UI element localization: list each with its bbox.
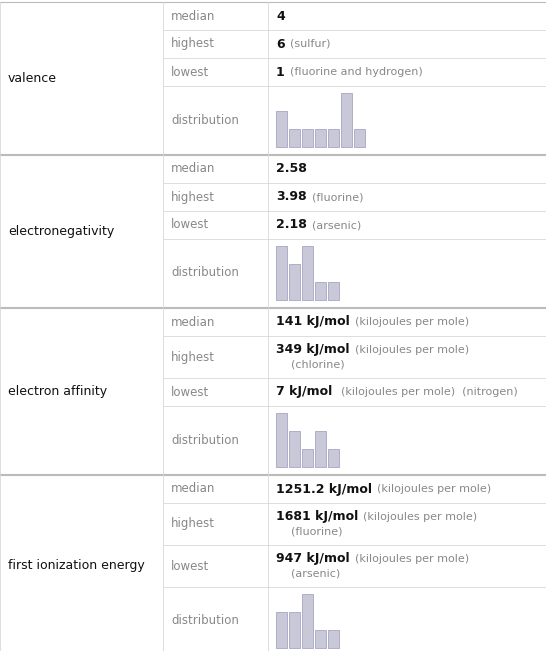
- Text: 3.98: 3.98: [276, 191, 307, 204]
- Text: (kilojoules per mole)  (nitrogen): (kilojoules per mole) (nitrogen): [334, 387, 518, 397]
- Bar: [276, 246, 287, 300]
- Bar: [341, 93, 352, 147]
- Bar: [276, 413, 287, 467]
- Text: median: median: [171, 316, 215, 329]
- Text: (kilojoules per mole): (kilojoules per mole): [348, 554, 470, 564]
- Text: (sulfur): (sulfur): [283, 39, 331, 49]
- Text: (fluorine and hydrogen): (fluorine and hydrogen): [283, 67, 423, 77]
- Text: median: median: [171, 10, 215, 23]
- Text: first ionization energy: first ionization energy: [8, 559, 145, 572]
- Text: lowest: lowest: [171, 385, 209, 398]
- Text: median: median: [171, 163, 215, 176]
- Text: distribution: distribution: [171, 615, 239, 628]
- Text: 2.58: 2.58: [276, 163, 307, 176]
- Text: lowest: lowest: [171, 66, 209, 79]
- Text: 2.18: 2.18: [276, 219, 307, 232]
- Text: lowest: lowest: [171, 559, 209, 572]
- Bar: [302, 594, 313, 648]
- Text: (fluorine): (fluorine): [305, 192, 364, 202]
- Text: highest: highest: [171, 350, 215, 363]
- Bar: [315, 630, 326, 648]
- Bar: [328, 449, 339, 467]
- Text: valence: valence: [8, 72, 57, 85]
- Bar: [276, 612, 287, 648]
- Bar: [289, 264, 300, 300]
- Text: (chlorine): (chlorine): [284, 359, 345, 370]
- Text: (arsenic): (arsenic): [305, 220, 361, 230]
- Text: 349 kJ/mol: 349 kJ/mol: [276, 343, 349, 356]
- Text: 7 kJ/mol: 7 kJ/mol: [276, 385, 333, 398]
- Text: electronegativity: electronegativity: [8, 225, 114, 238]
- Text: (kilojoules per mole): (kilojoules per mole): [370, 484, 491, 494]
- Text: (fluorine): (fluorine): [284, 527, 342, 536]
- Text: (kilojoules per mole): (kilojoules per mole): [348, 345, 470, 355]
- Bar: [315, 431, 326, 467]
- Text: distribution: distribution: [171, 266, 239, 279]
- Bar: [315, 129, 326, 147]
- Text: highest: highest: [171, 518, 215, 531]
- Text: (kilojoules per mole): (kilojoules per mole): [356, 512, 477, 522]
- Text: lowest: lowest: [171, 219, 209, 232]
- Text: 1681 kJ/mol: 1681 kJ/mol: [276, 510, 358, 523]
- Text: 1251.2 kJ/mol: 1251.2 kJ/mol: [276, 482, 372, 495]
- Text: 1: 1: [276, 66, 285, 79]
- Bar: [276, 111, 287, 147]
- Text: 6: 6: [276, 38, 284, 51]
- Bar: [302, 449, 313, 467]
- Bar: [328, 282, 339, 300]
- Bar: [328, 630, 339, 648]
- Text: 141 kJ/mol: 141 kJ/mol: [276, 316, 350, 329]
- Text: highest: highest: [171, 191, 215, 204]
- Text: median: median: [171, 482, 215, 495]
- Text: (arsenic): (arsenic): [284, 568, 340, 579]
- Bar: [302, 246, 313, 300]
- Bar: [328, 129, 339, 147]
- Bar: [289, 431, 300, 467]
- Text: 947 kJ/mol: 947 kJ/mol: [276, 552, 349, 565]
- Bar: [354, 129, 365, 147]
- Bar: [315, 282, 326, 300]
- Bar: [289, 612, 300, 648]
- Text: electron affinity: electron affinity: [8, 385, 107, 398]
- Text: (kilojoules per mole): (kilojoules per mole): [348, 317, 470, 327]
- Text: distribution: distribution: [171, 113, 239, 126]
- Text: distribution: distribution: [171, 434, 239, 447]
- Text: highest: highest: [171, 38, 215, 51]
- Text: 4: 4: [276, 10, 285, 23]
- Bar: [302, 129, 313, 147]
- Bar: [289, 129, 300, 147]
